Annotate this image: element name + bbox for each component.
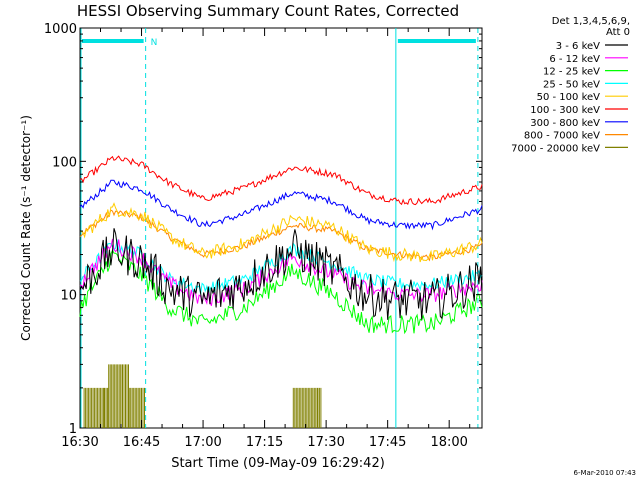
y-axis-label: Corrected Count Rate (s⁻¹ detector⁻¹) xyxy=(19,115,33,341)
x-tick-label: 17:00 xyxy=(184,435,221,450)
chart-title: HESSI Observing Summary Count Rates, Cor… xyxy=(77,2,459,20)
x-tick-label: 17:15 xyxy=(246,435,283,450)
legend-entry-label: 50 - 100 keV xyxy=(537,92,601,103)
x-tick-label: 17:30 xyxy=(307,435,344,450)
plot-frame xyxy=(79,27,483,429)
x-tick-label: 17:45 xyxy=(369,435,406,450)
legend-entry-label: 100 - 300 keV xyxy=(530,105,600,116)
series-line-100-300kev xyxy=(79,155,483,206)
series-line-300-800kev xyxy=(79,179,483,231)
y-tick-label: 100 xyxy=(52,155,77,170)
y-tick-label: 1 xyxy=(69,422,77,437)
y-tick-label: 1000 xyxy=(44,22,77,37)
legend-entry-label: 25 - 50 keV xyxy=(543,79,600,90)
series-line-50-100kev xyxy=(79,202,483,263)
x-tick-label: 16:45 xyxy=(123,435,160,450)
legend-entry-label: 12 - 25 keV xyxy=(543,67,600,78)
legend-entry-label: 300 - 800 keV xyxy=(530,118,600,129)
legend-entry-label: 7000 - 20000 keV xyxy=(511,143,600,154)
series-line-7000-20000kev xyxy=(83,364,322,428)
legend-header: Det 1,3,4,5,6,9, xyxy=(552,16,630,27)
x-axis-label: Start Time (09-May-09 16:29:42) xyxy=(171,456,385,471)
flag-label: N xyxy=(151,38,158,48)
y-axis: 1 10 100 1000 xyxy=(44,22,482,437)
x-tick-label: 18:00 xyxy=(430,435,467,450)
series-line-25-50kev xyxy=(79,239,483,295)
legend-entry-label: 3 - 6 keV xyxy=(556,41,600,52)
x-axis: 16:30 16:45 17:00 17:15 17:30 17:45 18:00 xyxy=(61,28,471,450)
y-tick-label: 10 xyxy=(60,289,77,304)
x-tick-label: 16:30 xyxy=(61,435,98,450)
legend-header: Att 0 xyxy=(606,27,630,38)
series-line-6-12kev xyxy=(79,238,483,306)
plot-area: N xyxy=(79,27,483,429)
series-line-3-6kev xyxy=(79,228,483,320)
series-line-12-25kev xyxy=(79,249,483,335)
legend-entry-label: 800 - 7000 keV xyxy=(524,131,600,142)
legend: Det 1,3,4,5,6,9,Att 0 3 - 6 keV 6 - 12 keV… xyxy=(511,16,630,154)
footer-date: 6-Mar-2010 07:43 xyxy=(574,469,636,477)
legend-entry-label: 6 - 12 keV xyxy=(549,54,600,65)
